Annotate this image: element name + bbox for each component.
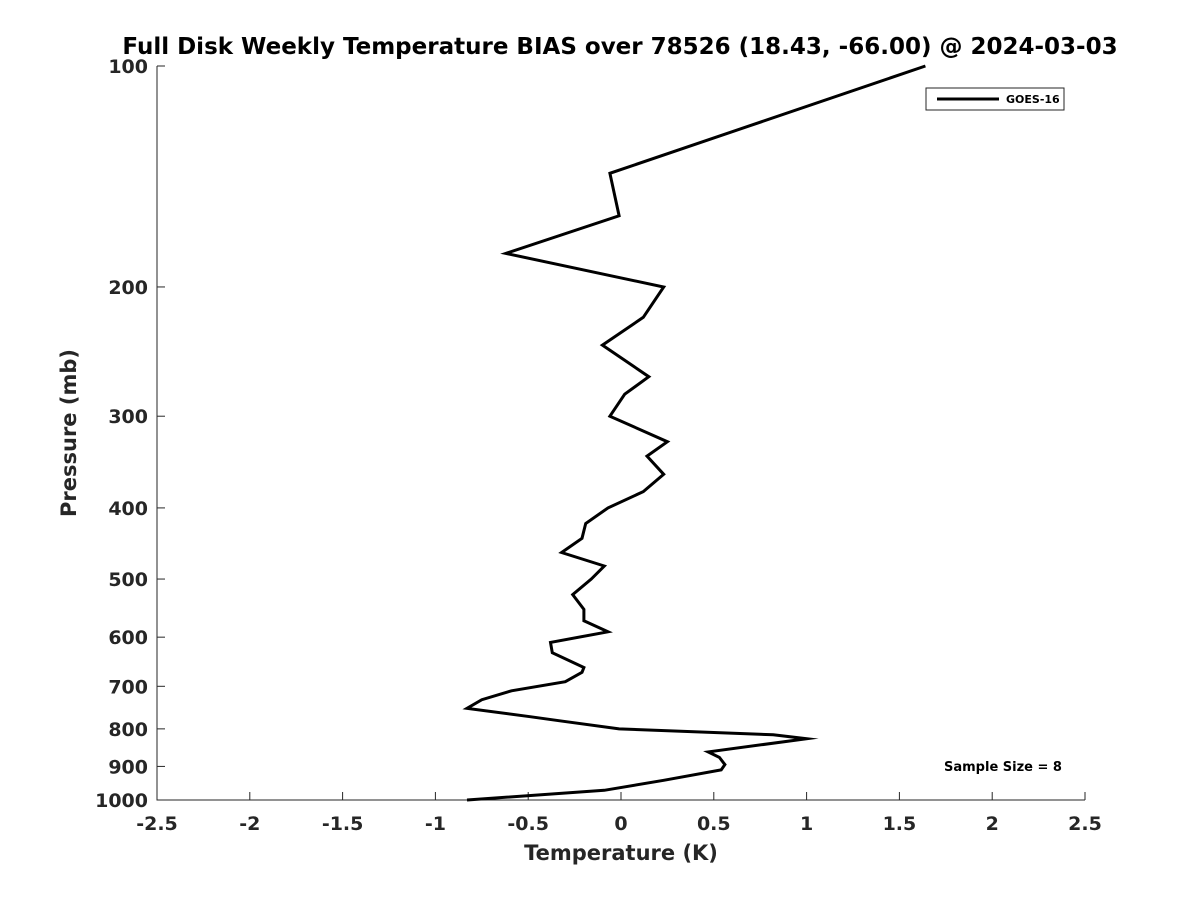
y-tick-label: 100 [108, 56, 148, 78]
legend: GOES-16 [925, 87, 1065, 111]
x-tick-label: -1.5 [322, 813, 364, 835]
y-tick-label: 900 [108, 756, 148, 778]
x-tick-label: 2.5 [1068, 813, 1102, 835]
x-axis-ticks: -2.5 -2 -1.5 -1 -0.5 0 0.5 1 1.5 2 2.5 [136, 792, 1102, 835]
x-tick-label: 1.5 [883, 813, 917, 835]
x-axis-label: Temperature (K) [524, 841, 718, 865]
y-tick-label: 500 [108, 569, 148, 591]
x-tick-label: 2 [986, 813, 999, 835]
series-line-goes-16 [462, 64, 926, 802]
axis-frame [156, 66, 1085, 801]
plot-area: -2.5 -2 -1.5 -1 -0.5 0 0.5 1 1.5 2 2.5 100 200 300 40… [95, 56, 1102, 835]
y-tick-label: 1000 [95, 790, 148, 812]
x-tick-label: 1 [800, 813, 813, 835]
x-tick-label: 0 [614, 813, 627, 835]
x-tick-label: -1 [425, 813, 446, 835]
y-axis-label: Pressure (mb) [57, 349, 81, 517]
x-tick-label: 0.5 [697, 813, 731, 835]
x-tick-label: -2 [239, 813, 260, 835]
y-tick-label: 300 [108, 406, 148, 428]
y-tick-label: 200 [108, 277, 148, 299]
legend-label-goes-16: GOES-16 [1006, 93, 1060, 106]
y-axis-ticks: 100 200 300 400 500 600 700 800 900 1000 [95, 56, 165, 812]
y-tick-label: 600 [108, 627, 148, 649]
chart-title: Full Disk Weekly Temperature BIAS over 7… [122, 34, 1117, 60]
sample-size-annotation: Sample Size = 8 [944, 760, 1062, 775]
y-tick-label: 400 [108, 498, 148, 520]
y-tick-label: 800 [108, 719, 148, 741]
x-tick-label: -2.5 [136, 813, 178, 835]
y-tick-label: 700 [108, 676, 148, 698]
series-layer [462, 64, 926, 802]
x-tick-label: -0.5 [507, 813, 549, 835]
